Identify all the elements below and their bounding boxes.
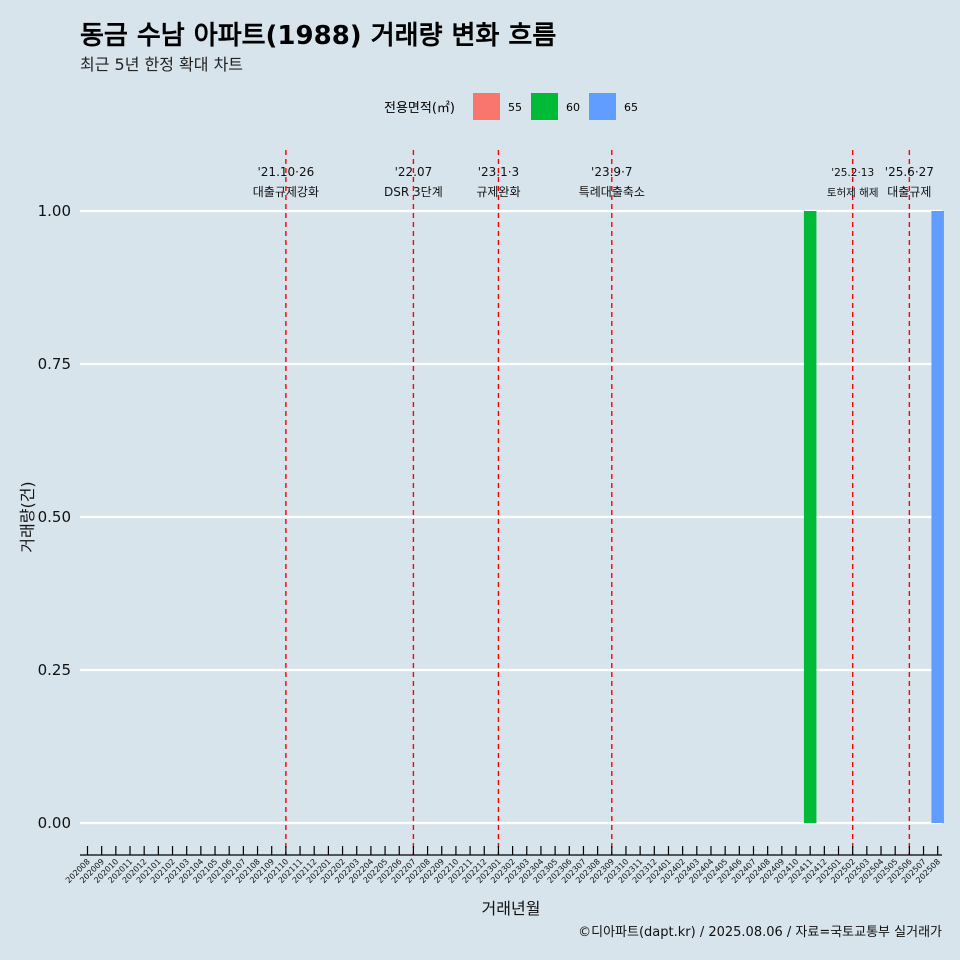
annotation-date: '23.1·3 <box>478 165 519 179</box>
legend-label-65: 65 <box>624 101 638 114</box>
y-tick-label: 1.00 <box>38 202 71 220</box>
x-axis-label: 거래년월 <box>482 899 541 918</box>
bar-65-202508 <box>931 211 944 823</box>
annotation-label: 규제완화 <box>476 185 520 199</box>
annotation-label: 토허제 해제 <box>827 186 879 199</box>
bar-60-202411 <box>803 211 817 823</box>
annotation-date: '23.9·7 <box>591 165 632 179</box>
annotation-label: DSR 3단계 <box>384 185 443 199</box>
annotation-label: 특례대출축소 <box>579 185 645 199</box>
caption: ©디아파트(dapt.kr) / 2025.08.06 / 자료=국토교통부 실… <box>578 925 942 940</box>
y-tick-label: 0.00 <box>38 814 71 832</box>
annotation-label: 대출규제강화 <box>253 185 319 199</box>
chart-subtitle: 최근 5년 한정 확대 차트 <box>80 55 243 74</box>
annotation-date: '25.6·27 <box>885 165 934 179</box>
legend-swatch-55 <box>473 93 500 120</box>
y-axis-ticks: 0.00 0.25 0.50 0.75 1.00 <box>38 202 71 832</box>
legend-title: 전용면적(㎡) <box>384 101 455 116</box>
annotation-date: '21.10·26 <box>258 165 315 179</box>
chart-title: 동금 수남 아파트(1988) 거래량 변화 흐름 <box>80 21 556 51</box>
y-tick-label: 0.75 <box>38 355 71 373</box>
y-tick-label: 0.50 <box>38 508 71 526</box>
bars <box>803 211 944 823</box>
annotation-label: 대출규제 <box>887 185 931 199</box>
legend-swatch-65 <box>589 93 616 120</box>
legend-swatch-60 <box>531 93 558 120</box>
annotation-date: '22.07 <box>395 165 433 179</box>
gridlines <box>80 209 942 825</box>
x-axis: 2020082020092020102020112020122021012021… <box>64 846 942 885</box>
y-tick-label: 0.25 <box>38 661 71 679</box>
legend-label-60: 60 <box>566 101 580 114</box>
annotations: '21.10·26 대출규제강화 '22.07 DSR 3단계 '23.1·3 규제완화 '… <box>253 165 934 199</box>
annotation-date: '25.2·13 <box>831 167 874 179</box>
policy-lines <box>285 150 911 855</box>
legend: 전용면적(㎡) 55 60 65 <box>384 93 638 120</box>
legend-label-55: 55 <box>508 101 522 114</box>
y-axis-label: 거래량(건) <box>18 481 37 552</box>
